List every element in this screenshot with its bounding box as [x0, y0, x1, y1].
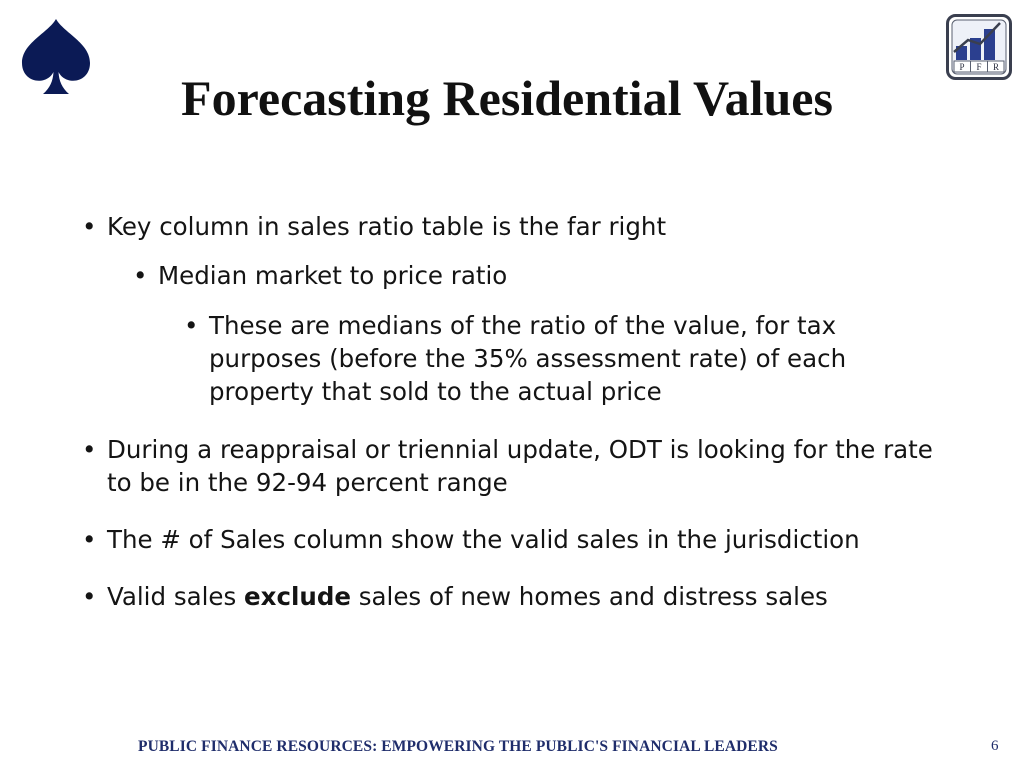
page-number: 6 — [991, 738, 999, 754]
spade-icon — [22, 19, 90, 94]
bullet-dot: • — [82, 582, 97, 611]
bullet-dot: • — [82, 435, 97, 464]
bullet-dot: • — [184, 311, 199, 340]
bullet-text-after: sales of new homes and distress sales — [350, 582, 828, 611]
bullet-item: • During a reappraisal or triennial upda… — [82, 433, 937, 499]
bullet-item: • The # of Sales column show the valid s… — [82, 523, 947, 556]
bullet-item: • These are medians of the ratio of the … — [184, 309, 889, 408]
logo-letter-p: P — [959, 62, 964, 72]
pfr-logo-icon: P F R — [946, 14, 1012, 80]
bullet-text: Median market to price ratio — [158, 261, 508, 290]
slide-title: Forecasting Residential Values — [181, 70, 833, 126]
footer-text: PUBLIC FINANCE RESOURCES: EMPOWERING THE… — [138, 738, 778, 755]
bullet-item: • Valid sales exclude sales of new homes… — [82, 580, 947, 613]
bullet-text-before: Valid sales — [107, 582, 245, 611]
bullet-text: During a reappraisal or triennial update… — [107, 435, 933, 497]
bullet-dot: • — [133, 261, 148, 290]
bullet-item: • Median market to price ratio — [133, 259, 938, 292]
bullet-text: Key column in sales ratio table is the f… — [107, 212, 667, 241]
bullet-item: • Key column in sales ratio table is the… — [82, 210, 947, 243]
bullet-text: The # of Sales column show the valid sal… — [107, 525, 860, 554]
logo-letter-r: R — [993, 62, 999, 72]
bullet-text: These are medians of the ratio of the va… — [209, 311, 847, 406]
bullet-dot: • — [82, 212, 97, 241]
bullet-text-emphasis: exclude — [244, 582, 351, 611]
bullet-dot: • — [82, 525, 97, 554]
logo-letter-f: F — [976, 62, 981, 72]
